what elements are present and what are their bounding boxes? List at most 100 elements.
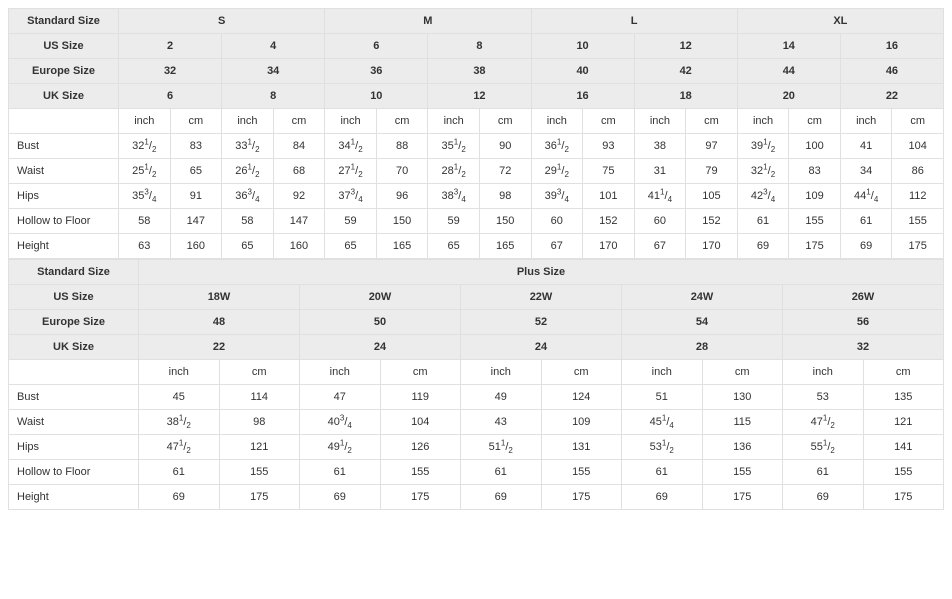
standard-size-label: Standard Size (9, 9, 119, 34)
plus-uk-size-4: 32 (783, 335, 944, 360)
plus-unit-cm-2: cm (541, 360, 622, 385)
plus-measure-4-cm-4: 175 (863, 485, 944, 510)
measure-2-inch-1: 363/4 (222, 184, 274, 209)
plus-measure-0-cm-3: 130 (702, 385, 783, 410)
uk-size-label: UK Size (9, 84, 119, 109)
measure-label-0: Bust (9, 134, 119, 159)
plus-measure-0-cm-2: 124 (541, 385, 622, 410)
measure-3-inch-5: 60 (634, 209, 686, 234)
measure-1-cm-7: 86 (892, 159, 944, 184)
unit-cm-7: cm (892, 109, 944, 134)
unit-cm-4: cm (583, 109, 635, 134)
measure-0-cm-5: 97 (686, 134, 738, 159)
plus-measure-0-cm-0: 114 (219, 385, 300, 410)
plus-unit-inch-1: inch (300, 360, 381, 385)
plus-unit-inch-2: inch (461, 360, 542, 385)
measure-2-inch-4: 393/4 (531, 184, 583, 209)
measure-3-cm-3: 150 (479, 209, 531, 234)
plus-measure-0-cm-4: 135 (863, 385, 944, 410)
plus-measure-4-cm-1: 175 (380, 485, 461, 510)
measure-4-cm-4: 170 (583, 234, 635, 259)
uk-size-3: 12 (428, 84, 531, 109)
plus-measure-2-cm-1: 126 (380, 435, 461, 460)
plus-uk-size-3: 28 (622, 335, 783, 360)
measure-2-cm-3: 98 (479, 184, 531, 209)
eu-size-6: 44 (737, 59, 840, 84)
plus-measure-2-inch-0: 471/2 (139, 435, 220, 460)
measure-3-inch-2: 59 (325, 209, 377, 234)
plus-measure-3-cm-4: 155 (863, 460, 944, 485)
plus-measure-4-inch-1: 69 (300, 485, 381, 510)
plus-measure-1-inch-0: 381/2 (139, 410, 220, 435)
plus-measure-3-cm-1: 155 (380, 460, 461, 485)
eu-size-1: 34 (222, 59, 325, 84)
unit-inch-0: inch (119, 109, 171, 134)
plus-unit-inch-0: inch (139, 360, 220, 385)
measure-3-inch-1: 58 (222, 209, 274, 234)
plus-measure-4-inch-0: 69 (139, 485, 220, 510)
plus-measure-2-inch-2: 511/2 (461, 435, 542, 460)
us-size-0: 2 (119, 34, 222, 59)
measure-2-inch-6: 423/4 (737, 184, 789, 209)
us-size-7: 16 (840, 34, 943, 59)
plus-measure-3-cm-2: 155 (541, 460, 622, 485)
measure-4-inch-1: 65 (222, 234, 274, 259)
measure-4-inch-0: 63 (119, 234, 171, 259)
plus-measure-1-cm-3: 115 (702, 410, 783, 435)
plus-us-size-1: 20W (300, 285, 461, 310)
plus-unit-cm-0: cm (219, 360, 300, 385)
measure-0-inch-3: 351/2 (428, 134, 480, 159)
plus-eu-size-0: 48 (139, 310, 300, 335)
plus-measure-4-inch-4: 69 (783, 485, 864, 510)
uk-size-7: 22 (840, 84, 943, 109)
plus-uk-size-1: 24 (300, 335, 461, 360)
unit-inch-7: inch (840, 109, 892, 134)
measure-2-inch-0: 353/4 (119, 184, 171, 209)
measure-1-cm-4: 75 (583, 159, 635, 184)
plus-eu-size-4: 56 (783, 310, 944, 335)
measure-1-inch-2: 271/2 (325, 159, 377, 184)
plus-measure-1-inch-4: 471/2 (783, 410, 864, 435)
measure-0-inch-6: 391/2 (737, 134, 789, 159)
measure-1-cm-1: 68 (273, 159, 325, 184)
plus-measure-0-inch-0: 45 (139, 385, 220, 410)
measure-2-cm-2: 96 (376, 184, 428, 209)
measure-1-inch-6: 321/2 (737, 159, 789, 184)
plus-measure-1-cm-4: 121 (863, 410, 944, 435)
plus-measure-0-inch-1: 47 (300, 385, 381, 410)
measure-0-cm-3: 90 (479, 134, 531, 159)
plus-size-header: Plus Size (139, 260, 944, 285)
plus-measure-label-3: Hollow to Floor (9, 460, 139, 485)
measure-4-inch-6: 69 (737, 234, 789, 259)
eu-size-5: 42 (634, 59, 737, 84)
plus-measure-4-cm-3: 175 (702, 485, 783, 510)
plus-uk-size-0: 22 (139, 335, 300, 360)
measure-1-inch-3: 281/2 (428, 159, 480, 184)
plus-measure-2-cm-4: 141 (863, 435, 944, 460)
measure-2-cm-1: 92 (273, 184, 325, 209)
measure-3-cm-0: 147 (170, 209, 222, 234)
unit-blank (9, 109, 119, 134)
us-size-6: 14 (737, 34, 840, 59)
measure-0-cm-2: 88 (376, 134, 428, 159)
unit-inch-1: inch (222, 109, 274, 134)
plus-measure-3-inch-3: 61 (622, 460, 703, 485)
measure-3-inch-6: 61 (737, 209, 789, 234)
measure-0-cm-0: 83 (170, 134, 222, 159)
measure-2-inch-2: 373/4 (325, 184, 377, 209)
measure-4-cm-5: 170 (686, 234, 738, 259)
us-size-5: 12 (634, 34, 737, 59)
standard-size-3: XL (737, 9, 943, 34)
measure-1-inch-1: 261/2 (222, 159, 274, 184)
uk-size-1: 8 (222, 84, 325, 109)
standard-size-0: S (119, 9, 325, 34)
eu-size-2: 36 (325, 59, 428, 84)
measure-4-cm-1: 160 (273, 234, 325, 259)
measure-2-cm-4: 101 (583, 184, 635, 209)
measure-3-inch-7: 61 (840, 209, 892, 234)
unit-inch-3: inch (428, 109, 480, 134)
uk-size-4: 16 (531, 84, 634, 109)
plus-us-size-0: 18W (139, 285, 300, 310)
unit-cm-2: cm (376, 109, 428, 134)
measure-4-inch-4: 67 (531, 234, 583, 259)
